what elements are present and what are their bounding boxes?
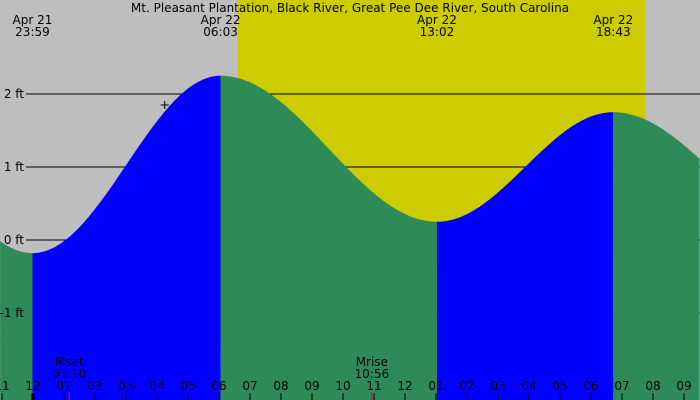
x-tick-label: 12 [25,379,40,393]
tide-extreme-time: 23:59 [15,25,50,39]
moon-event-time: 01:10 [52,367,87,381]
x-tick-label: 07 [242,379,257,393]
x-tick-label: 09 [304,379,319,393]
x-tick-label: 05 [552,379,567,393]
x-tick-label: 07 [614,379,629,393]
tide-extreme-date: Apr 22 [201,13,241,27]
falling-tide-area [613,112,700,400]
x-tick-label: 01 [428,379,443,393]
y-tick-label: 2 ft [4,87,24,101]
x-tick-label: 08 [645,379,660,393]
tide-extreme-date: Apr 22 [593,13,633,27]
rising-tide-area [32,75,221,400]
current-time-marker [160,100,169,109]
falling-tide-area [220,75,437,400]
x-tick-label: 09 [676,379,691,393]
x-tick-label: 06 [211,379,226,393]
x-tick-label: 11 [366,379,381,393]
x-tick-label: 03 [490,379,505,393]
x-tick-label: 12 [397,379,412,393]
x-tick-label: 02 [459,379,474,393]
x-tick-label: 03 [118,379,133,393]
moon-event-label: Mrise [356,355,388,369]
tide-extreme-date: Apr 21 [13,13,53,27]
y-tick-label: 1 ft [4,160,24,174]
tide-extreme-date: Apr 22 [417,13,457,27]
x-tick-label: 05 [180,379,195,393]
falling-tide-area [0,241,33,400]
moon-event-label: Mset [55,355,84,369]
tide-extreme-time: 06:03 [203,25,238,39]
x-tick-label: 11 [0,379,10,393]
tide-extreme-time: 13:02 [420,25,455,39]
chart-title: Mt. Pleasant Plantation, Black River, Gr… [131,1,569,15]
moon-event-time: 10:56 [355,367,390,381]
x-tick-label: 10 [335,379,350,393]
rising-tide-area [436,112,614,400]
tide-extreme-time: 18:43 [596,25,631,39]
x-tick-label: 04 [149,379,164,393]
y-tick-label: 0 ft [4,233,24,247]
x-tick-label: 01 [56,379,71,393]
x-tick-label: 08 [273,379,288,393]
x-tick-label: 06 [583,379,598,393]
y-tick-label: -1 ft [0,306,24,320]
x-tick-label: 02 [87,379,102,393]
x-tick-label: 04 [521,379,536,393]
